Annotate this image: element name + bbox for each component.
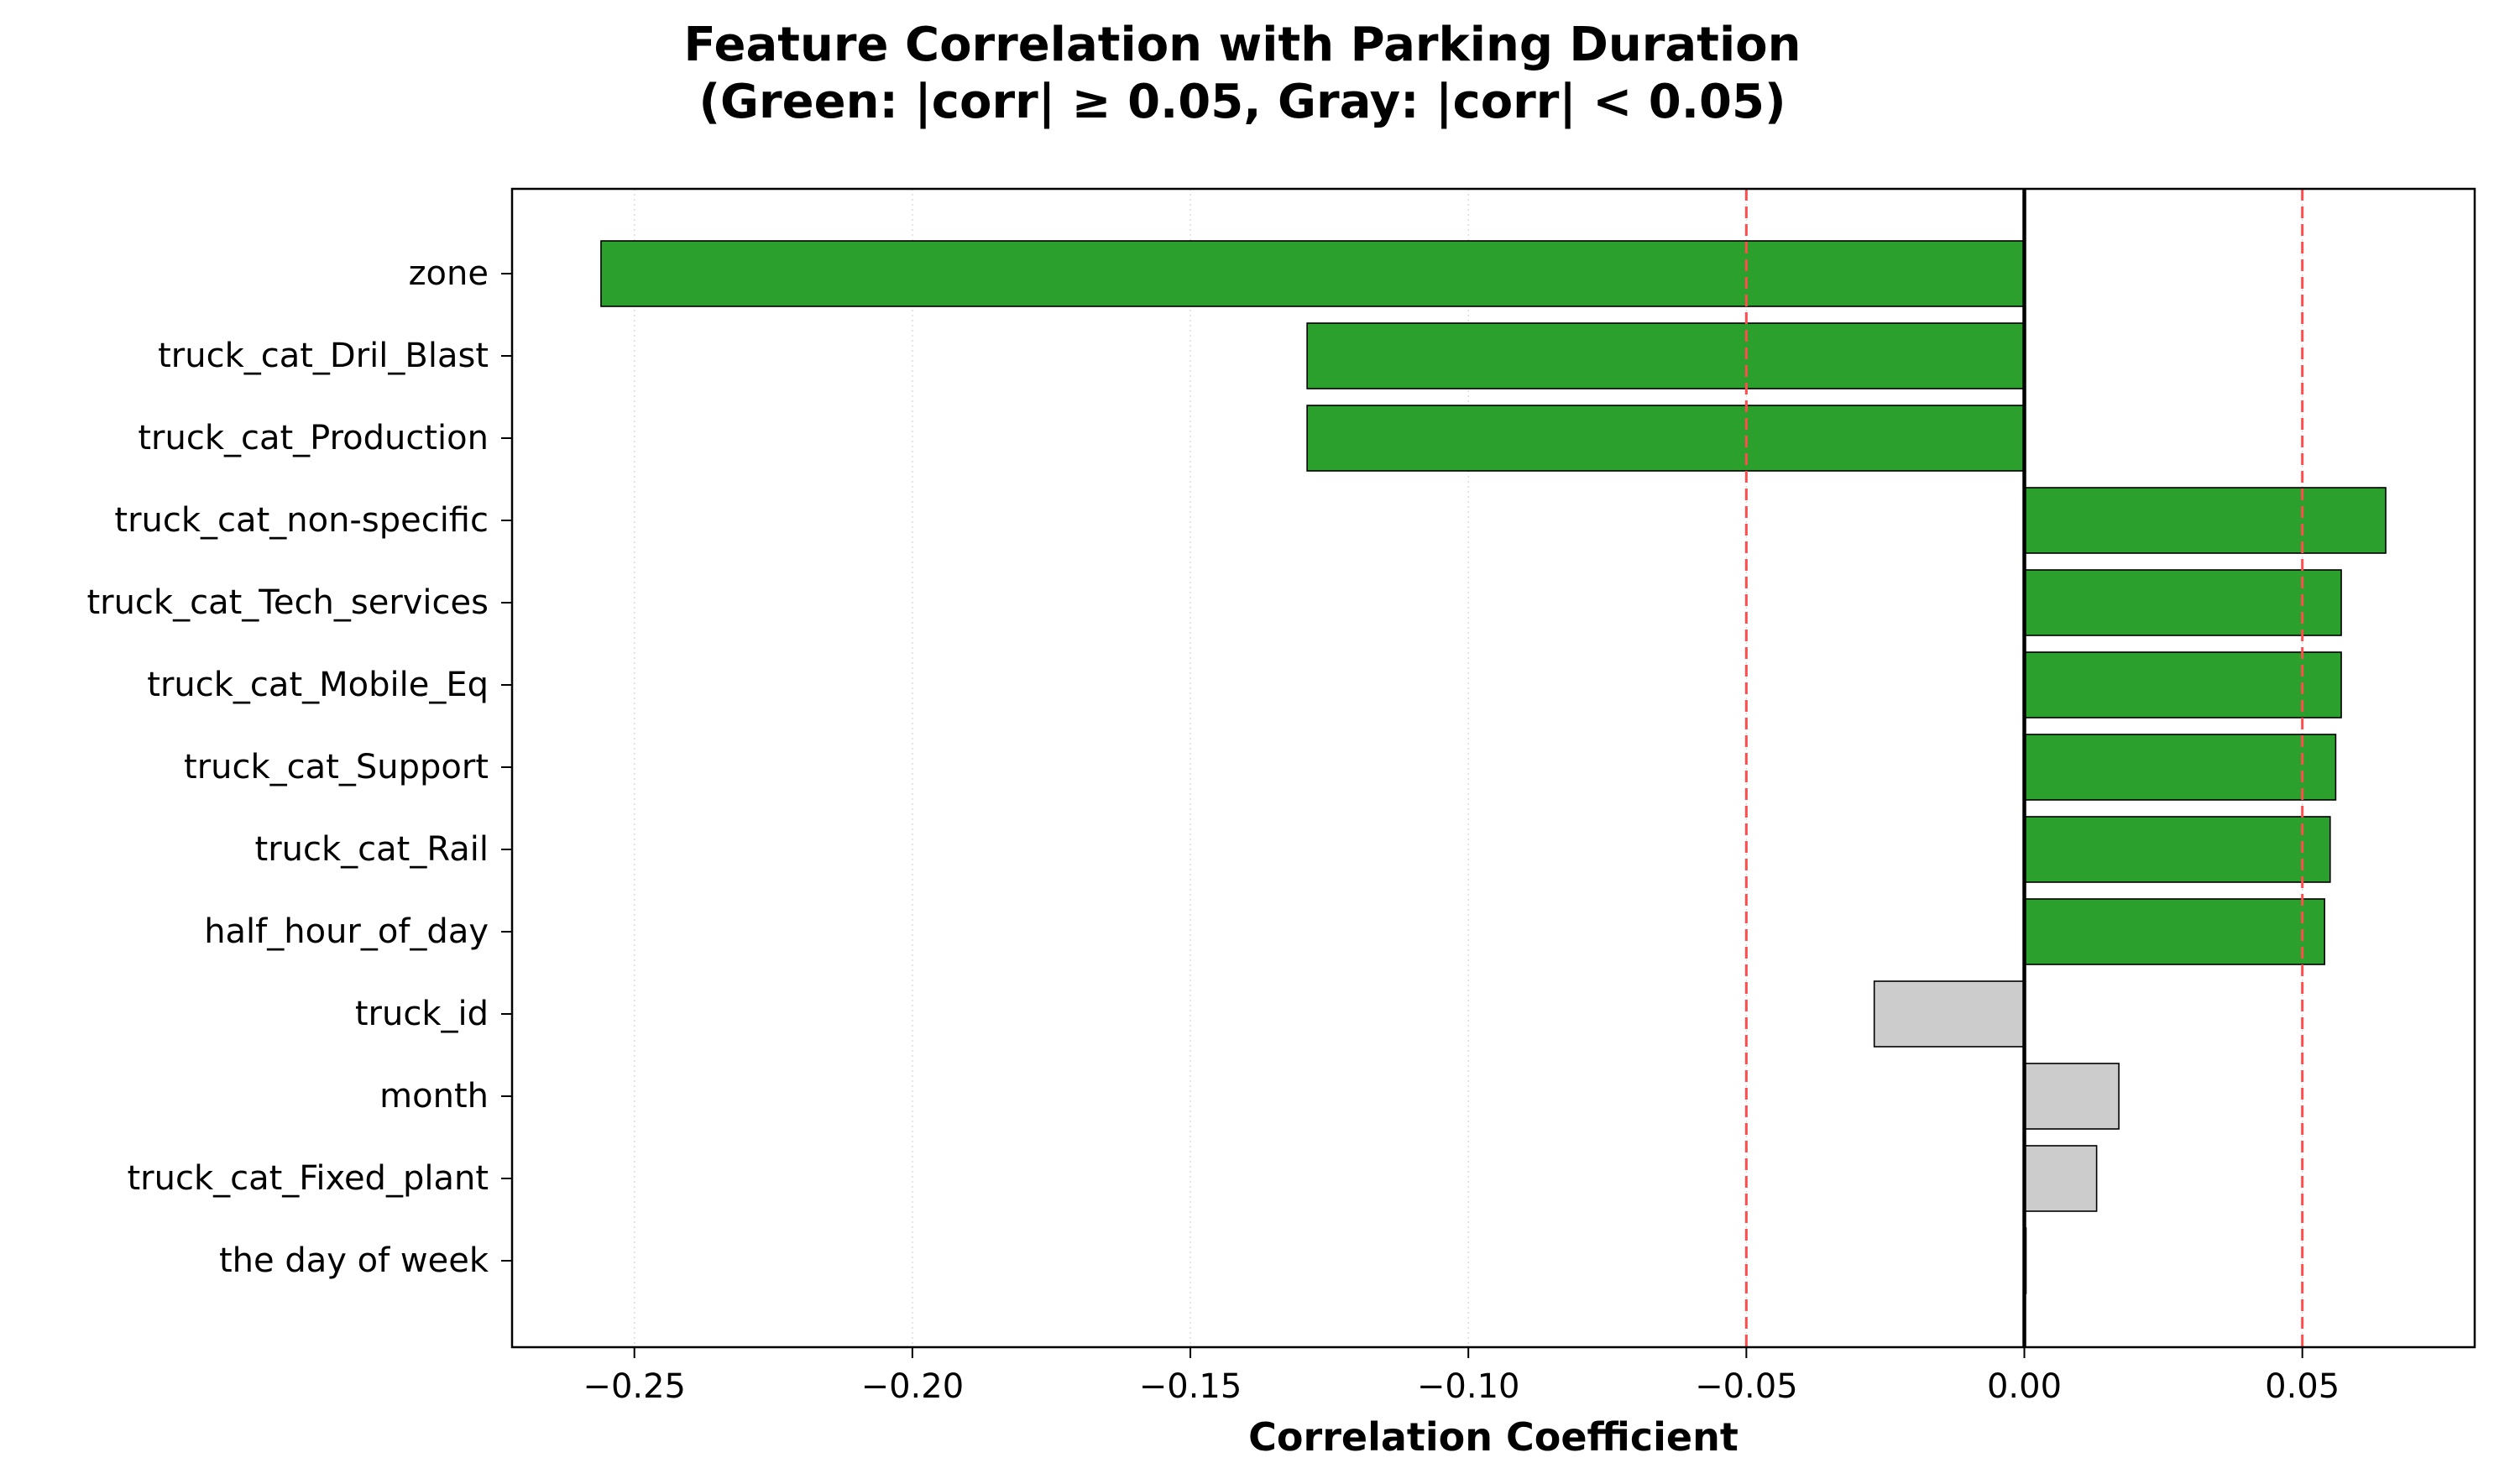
bar-truck-cat-production [1306, 405, 2026, 472]
bars [600, 240, 2387, 1294]
bar-truck-cat-mobile-eq [2023, 651, 2342, 718]
chart-title: Feature Correlation with Parking Duratio… [683, 18, 1801, 72]
y-tick-label: half_hour_of_day [204, 912, 489, 951]
bar-truck-cat-support [2023, 734, 2337, 801]
y-tick-label: month [379, 1077, 489, 1116]
y-tick-label: truck_id [355, 995, 489, 1033]
x-tick-label: 0.05 [2265, 1367, 2340, 1406]
x-axis-ticks: −0.25 −0.20 −0.15 −0.10 −0.05 0.00 0.05 [583, 1347, 2340, 1406]
y-tick-label: truck_cat_non-specific [114, 501, 489, 540]
x-tick-label: −0.25 [583, 1367, 686, 1406]
bar-truck-cat-rail [2023, 816, 2331, 883]
x-tick-label: −0.05 [1695, 1367, 1798, 1406]
x-axis-label: Correlation Coefficient [1248, 1414, 1738, 1460]
y-tick-label: truck_cat_Dril_Blast [158, 337, 489, 375]
x-tick-label: −0.20 [861, 1367, 965, 1406]
y-tick-label: truck_cat_Rail [255, 830, 489, 869]
bar-truck-cat-dril-blast [1306, 322, 2026, 389]
bar-truck-id [1873, 980, 2026, 1048]
y-tick-label: the day of week [219, 1241, 489, 1280]
y-tick-label: truck_cat_Support [184, 748, 489, 786]
x-tick-label: 0.00 [1987, 1367, 2062, 1406]
x-tick-label: −0.15 [1139, 1367, 1242, 1406]
y-tick-label: truck_cat_Mobile_Eq [147, 666, 489, 704]
bar-truck-cat-fixed-plant [2023, 1145, 2098, 1212]
chart-subtitle: (Green: |corr| ≥ 0.05, Gray: |corr| < 0.… [698, 75, 1786, 129]
bar-half-hour-of-day [2023, 898, 2325, 965]
y-tick-label: truck_cat_Fixed_plant [127, 1159, 489, 1198]
bar-truck-cat-non-specific [2023, 487, 2387, 554]
y-axis-ticks: zone truck_cat_Dril_Blast truck_cat_Produc… [86, 254, 512, 1280]
bar-month [2023, 1063, 2120, 1130]
x-tick-label: −0.10 [1417, 1367, 1520, 1406]
y-tick-label: zone [409, 254, 489, 293]
bar-zone [600, 240, 2026, 307]
bar-truck-cat-tech-services [2023, 569, 2342, 636]
reference-lines [1744, 189, 2304, 1347]
y-tick-label: truck_cat_Tech_services [86, 583, 489, 622]
y-tick-label: truck_cat_Production [138, 419, 489, 457]
